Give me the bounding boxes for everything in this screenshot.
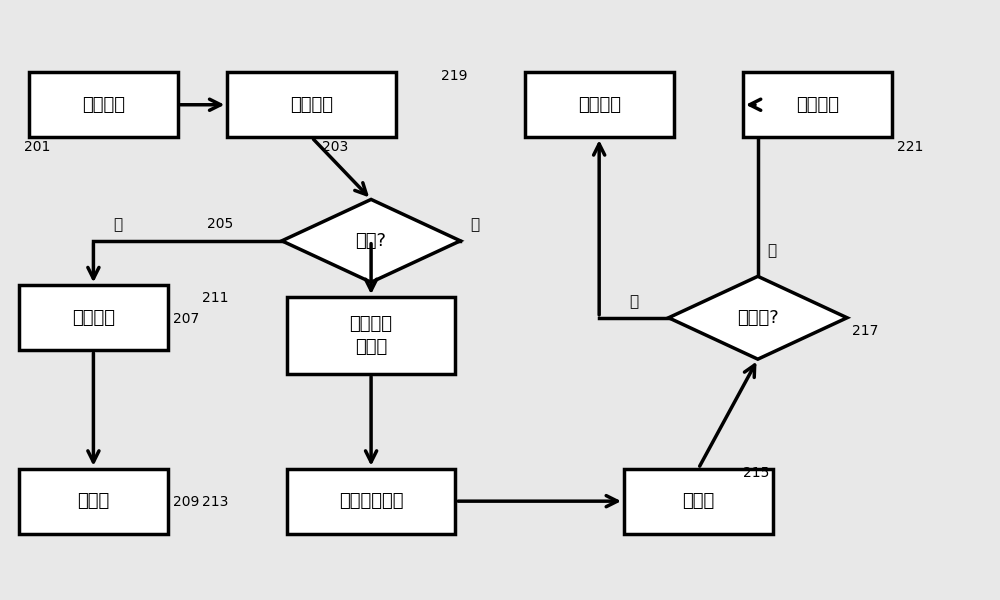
FancyBboxPatch shape xyxy=(19,469,168,534)
Text: 否: 否 xyxy=(630,294,639,309)
FancyBboxPatch shape xyxy=(29,72,178,137)
Text: 忽略命令: 忽略命令 xyxy=(72,309,115,327)
FancyBboxPatch shape xyxy=(287,297,455,374)
Text: 驗證源: 驗證源 xyxy=(682,492,714,510)
Text: 發送驗證請求: 發送驗證請求 xyxy=(339,492,403,510)
Text: 213: 213 xyxy=(202,495,229,509)
FancyBboxPatch shape xyxy=(227,72,396,137)
FancyBboxPatch shape xyxy=(287,469,455,534)
Text: 是: 是 xyxy=(470,217,479,232)
Text: 203: 203 xyxy=(322,140,348,154)
Text: 207: 207 xyxy=(173,312,199,326)
FancyBboxPatch shape xyxy=(525,72,674,137)
Text: 219: 219 xyxy=(441,69,467,83)
Polygon shape xyxy=(669,277,847,359)
Text: 215: 215 xyxy=(743,466,769,479)
Text: 忽略命令: 忽略命令 xyxy=(578,96,621,114)
FancyBboxPatch shape xyxy=(624,469,773,534)
FancyBboxPatch shape xyxy=(19,285,168,350)
Text: 是: 是 xyxy=(768,244,777,259)
Text: 205: 205 xyxy=(207,217,234,231)
Text: 否: 否 xyxy=(113,217,122,232)
FancyBboxPatch shape xyxy=(743,72,892,137)
Text: 執行命令: 執行命令 xyxy=(796,96,839,114)
Text: 221: 221 xyxy=(897,140,923,154)
Text: 建立新數
據信道: 建立新數 據信道 xyxy=(350,316,393,356)
Text: 211: 211 xyxy=(202,291,229,305)
Text: 通過?: 通過? xyxy=(356,232,387,250)
Text: 217: 217 xyxy=(852,323,878,338)
Text: 接收命令: 接收命令 xyxy=(82,96,125,114)
Text: 驗證內容: 驗證內容 xyxy=(290,96,333,114)
Polygon shape xyxy=(282,199,460,282)
Text: 阻止源: 阻止源 xyxy=(77,492,110,510)
Text: 209: 209 xyxy=(173,495,199,509)
Text: 201: 201 xyxy=(24,140,50,154)
Text: 已驗證?: 已驗證? xyxy=(737,309,779,327)
